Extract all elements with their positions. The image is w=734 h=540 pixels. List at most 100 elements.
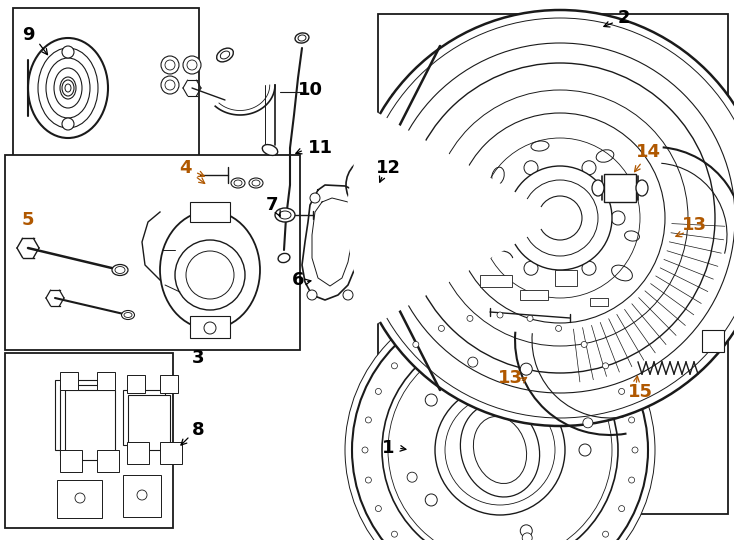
Ellipse shape [124, 313, 132, 318]
Circle shape [435, 385, 565, 515]
Bar [604, 174, 636, 202]
Ellipse shape [217, 48, 233, 62]
Circle shape [425, 394, 437, 406]
Bar [123, 475, 161, 517]
Circle shape [497, 312, 503, 318]
Circle shape [352, 10, 734, 426]
Circle shape [497, 42, 503, 48]
Circle shape [165, 80, 175, 90]
Circle shape [438, 56, 444, 62]
Circle shape [619, 388, 625, 394]
Circle shape [522, 533, 532, 540]
Circle shape [527, 45, 533, 51]
Bar [378, 14, 728, 514]
Circle shape [75, 493, 85, 503]
Circle shape [438, 326, 444, 332]
Circle shape [352, 302, 648, 540]
Bar [128, 395, 170, 450]
Ellipse shape [295, 33, 309, 43]
Circle shape [413, 341, 419, 347]
Circle shape [619, 235, 625, 241]
Circle shape [538, 196, 582, 240]
Ellipse shape [252, 180, 260, 186]
Circle shape [75, 400, 85, 410]
Circle shape [467, 45, 473, 51]
Circle shape [62, 118, 74, 130]
Ellipse shape [234, 180, 242, 186]
Text: 10: 10 [297, 81, 322, 99]
Ellipse shape [275, 208, 295, 222]
Circle shape [581, 341, 587, 347]
Circle shape [579, 444, 591, 456]
Bar [60, 372, 78, 390]
Circle shape [346, 157, 402, 213]
Circle shape [375, 505, 382, 511]
Circle shape [582, 161, 596, 175]
Circle shape [165, 60, 175, 70]
Circle shape [603, 363, 608, 369]
Circle shape [603, 531, 608, 537]
Circle shape [350, 193, 360, 203]
Text: 7: 7 [266, 196, 278, 214]
Bar [190, 202, 230, 222]
Bar [97, 372, 115, 390]
Circle shape [204, 208, 216, 220]
Circle shape [183, 56, 201, 74]
Ellipse shape [231, 178, 245, 188]
Text: 13: 13 [681, 216, 707, 234]
Circle shape [495, 211, 509, 225]
Bar [60, 450, 82, 472]
Ellipse shape [298, 35, 306, 41]
Ellipse shape [249, 178, 263, 188]
Bar [5, 155, 300, 350]
Circle shape [445, 395, 555, 505]
Circle shape [628, 147, 635, 153]
Circle shape [619, 505, 625, 511]
Wedge shape [347, 111, 560, 325]
Bar [65, 390, 115, 460]
Circle shape [366, 417, 371, 423]
Ellipse shape [28, 38, 108, 138]
Bar [555, 270, 577, 286]
Text: 3: 3 [192, 349, 204, 367]
Circle shape [375, 235, 382, 241]
Circle shape [161, 56, 179, 74]
Circle shape [366, 477, 371, 483]
Text: 12: 12 [376, 159, 401, 177]
Ellipse shape [473, 416, 526, 483]
Circle shape [619, 118, 625, 124]
Circle shape [556, 299, 562, 305]
Bar [590, 298, 608, 306]
Bar [57, 480, 102, 518]
Bar [702, 330, 724, 352]
Circle shape [527, 315, 533, 321]
Ellipse shape [636, 180, 648, 196]
Bar [13, 8, 199, 156]
Bar [5, 353, 173, 528]
Ellipse shape [122, 310, 134, 320]
Circle shape [140, 401, 148, 409]
Circle shape [343, 290, 353, 300]
Circle shape [307, 290, 317, 300]
Circle shape [603, 261, 608, 267]
Circle shape [520, 363, 532, 375]
Bar [190, 316, 230, 338]
Circle shape [628, 207, 635, 213]
Text: 13: 13 [498, 369, 523, 387]
Circle shape [137, 490, 147, 500]
Text: 5: 5 [22, 211, 34, 229]
Text: 8: 8 [192, 421, 204, 439]
Circle shape [556, 326, 562, 332]
Circle shape [611, 211, 625, 225]
Circle shape [556, 56, 562, 62]
Text: 15: 15 [628, 383, 653, 401]
Circle shape [407, 472, 417, 482]
Bar [55, 380, 105, 450]
Circle shape [391, 363, 397, 369]
Circle shape [187, 60, 197, 70]
Circle shape [354, 165, 394, 205]
Circle shape [362, 177, 368, 183]
Circle shape [161, 76, 179, 94]
Circle shape [508, 166, 612, 270]
Circle shape [467, 309, 473, 315]
